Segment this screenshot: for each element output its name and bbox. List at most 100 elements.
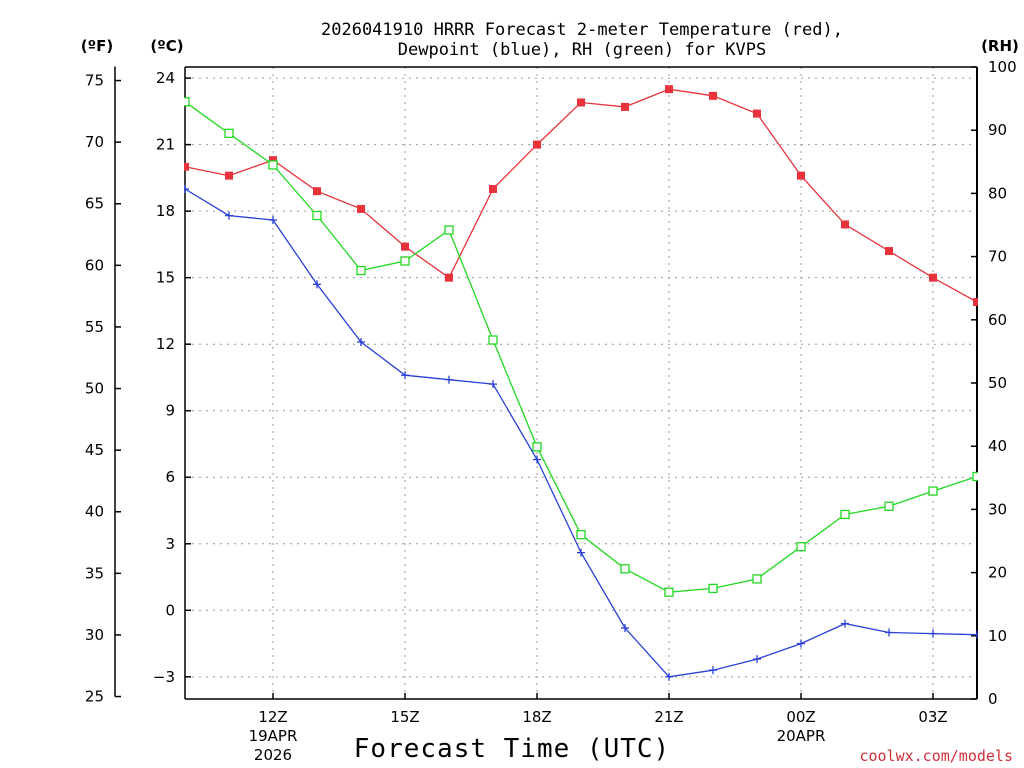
rh-point <box>928 486 938 496</box>
fahrenheit-tick-label: 25 <box>85 688 104 706</box>
rh-point <box>576 530 586 540</box>
temperature-line <box>184 88 978 303</box>
celsius-tick-label: 21 <box>156 136 175 154</box>
rh-point <box>488 335 498 345</box>
chart-title-line2: Dewpoint (blue), RH (green) for KVPS <box>398 40 766 60</box>
celsius-tick-label: 15 <box>156 269 175 287</box>
rh-tick-label: 0 <box>988 690 998 708</box>
x-tick-label: 18Z <box>522 708 551 726</box>
x-tick-label: 15Z <box>390 708 419 726</box>
series-layer <box>184 85 978 681</box>
temperature-point <box>665 85 673 94</box>
fahrenheit-tick-label: 50 <box>85 380 104 398</box>
credit-link[interactable]: coolwx.com/models <box>859 747 1013 765</box>
dewpoint-point <box>709 666 717 675</box>
rh-point <box>972 471 978 482</box>
temperature-point <box>269 156 277 165</box>
temperature-point <box>929 273 937 282</box>
temperature-point <box>225 171 233 180</box>
rh-tick-label: 60 <box>988 311 1007 329</box>
fahrenheit-tick-label: 65 <box>85 195 104 213</box>
rh-point <box>796 542 806 552</box>
x-tick-label: 00Z <box>786 708 815 726</box>
rh-point <box>664 587 674 597</box>
temperature-point <box>313 187 321 196</box>
temperature-point <box>885 247 893 256</box>
rh-point <box>312 210 322 221</box>
x-axis-title: Forecast Time (UTC) <box>354 734 670 764</box>
rh-tick-label: 40 <box>988 437 1007 455</box>
celsius-tick-label: 18 <box>156 202 175 220</box>
dewpoint-point <box>401 371 409 380</box>
celsius-tick-label: 9 <box>165 402 175 420</box>
grid-lines <box>185 67 977 699</box>
series-rh <box>184 97 978 597</box>
celsius-tick-label: 0 <box>165 601 175 619</box>
fahrenheit-tick-label: 40 <box>85 503 104 521</box>
fahrenheit-tick-label: 30 <box>85 626 104 644</box>
dewpoint-point <box>533 455 541 464</box>
chart-title-line1: 2026041910 HRRR Forecast 2-meter Tempera… <box>321 20 843 40</box>
dewpoint-point <box>885 628 893 637</box>
dewpoint-point <box>797 639 805 648</box>
rh-point <box>840 509 850 520</box>
dewpoint-point <box>665 672 673 681</box>
temperature-point <box>841 220 849 229</box>
temperature-point <box>753 109 761 118</box>
rh-point <box>400 256 410 266</box>
rh-point <box>268 160 278 170</box>
celsius-tick-label: 12 <box>156 335 175 353</box>
dewpoint-point <box>621 624 629 633</box>
axes: −3 0 3 6 9 12 15 18 21 24 25 30 35 40 45 50 55 60 65 70 75 0 1… <box>85 58 1017 764</box>
series-dewpoint <box>184 184 978 681</box>
temperature-point <box>401 242 409 251</box>
rh-point <box>708 583 718 594</box>
temperature-point <box>709 91 717 100</box>
temperature-point <box>184 162 189 171</box>
temperature-point <box>797 171 805 180</box>
rh-point <box>532 442 542 452</box>
rh-point <box>752 574 762 584</box>
rh-line <box>184 101 978 593</box>
series-temperature <box>184 85 978 307</box>
dewpoint-line <box>184 188 978 678</box>
x-tick-date-label: 19APR <box>249 727 298 745</box>
celsius-tick-label: 6 <box>165 468 175 486</box>
rh-point <box>620 564 630 574</box>
celsius-unit-label: (ºC) <box>150 37 183 55</box>
dewpoint-point <box>841 619 849 628</box>
dewpoint-point <box>357 337 365 346</box>
fahrenheit-unit-label: (ºF) <box>81 37 113 55</box>
rh-point <box>444 225 454 235</box>
temperature-point <box>445 273 453 282</box>
rh-tick-label: 70 <box>988 248 1007 266</box>
temperature-point <box>973 298 978 307</box>
fahrenheit-tick-label: 35 <box>85 564 104 582</box>
fahrenheit-tick-label: 45 <box>85 441 104 459</box>
rh-tick-label: 50 <box>988 374 1007 392</box>
temperature-point <box>577 98 585 107</box>
rh-tick-label: 80 <box>988 184 1007 202</box>
celsius-tick-label: 3 <box>165 535 175 553</box>
x-tick-label: 21Z <box>654 708 683 726</box>
fahrenheit-tick-label: 55 <box>85 318 104 336</box>
dewpoint-point <box>753 655 761 664</box>
x-tick-label: 12Z <box>258 708 287 726</box>
dewpoint-point <box>489 380 497 389</box>
fahrenheit-tick-label: 60 <box>85 256 104 274</box>
x-tick-date-label: 20APR <box>777 727 826 745</box>
dewpoint-point <box>929 629 937 638</box>
celsius-tick-label: −3 <box>153 668 175 686</box>
temperature-point <box>621 102 629 111</box>
rh-tick-label: 20 <box>988 564 1007 582</box>
dewpoint-point <box>313 280 321 289</box>
rh-unit-label: (RH) <box>981 37 1019 55</box>
rh-tick-label: 100 <box>988 58 1017 76</box>
rh-point <box>184 97 190 107</box>
fahrenheit-tick-label: 70 <box>85 133 104 151</box>
x-tick-year-label: 2026 <box>254 746 292 764</box>
rh-tick-label: 10 <box>988 627 1007 645</box>
dewpoint-point <box>225 211 233 220</box>
dewpoint-point <box>577 548 585 557</box>
